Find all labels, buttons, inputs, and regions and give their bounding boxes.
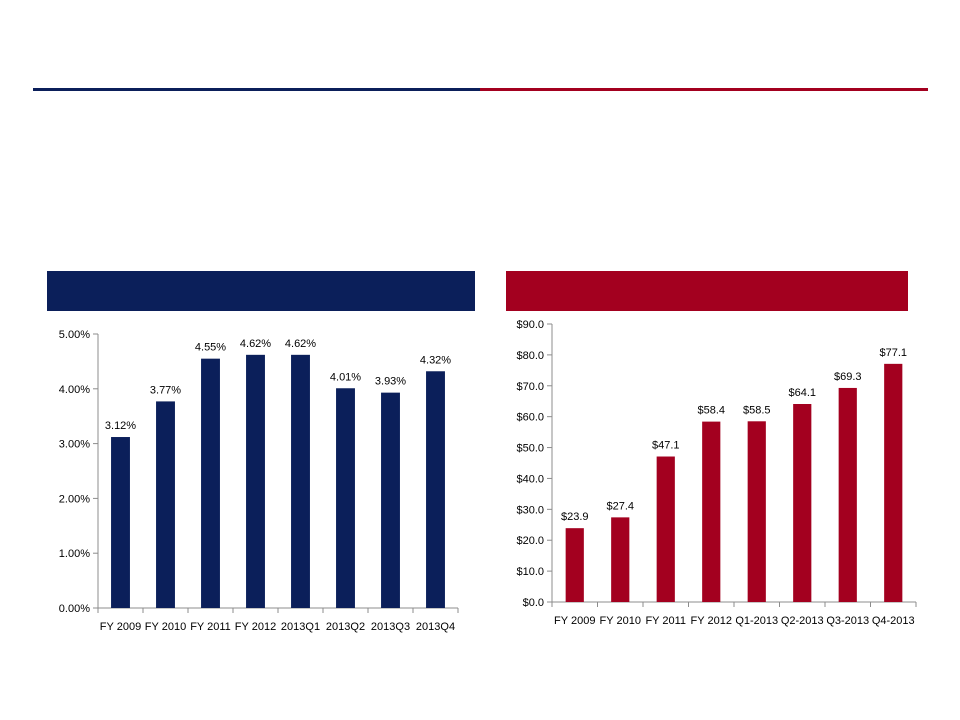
y-tick-label: 5.00% — [59, 329, 90, 341]
x-tick-label: 2013Q3 — [371, 621, 410, 633]
data-label: $69.3 — [834, 371, 862, 383]
y-tick-label: 3.00% — [59, 439, 90, 451]
bar — [336, 388, 355, 608]
left-chart-banner — [47, 271, 475, 311]
y-tick-label: $80.0 — [516, 350, 544, 362]
bar — [838, 387, 857, 602]
bar — [793, 404, 812, 602]
bar — [611, 517, 630, 602]
data-label: $58.5 — [743, 404, 771, 416]
x-tick-label: Q2-2013 — [781, 615, 824, 627]
y-tick-label: 4.00% — [59, 384, 90, 396]
bar — [747, 421, 766, 602]
data-label: $23.9 — [561, 511, 589, 523]
data-label: 4.62% — [240, 338, 271, 350]
data-label: 4.55% — [195, 342, 226, 354]
bar — [201, 358, 220, 608]
x-tick-label: 2013Q4 — [416, 621, 455, 633]
bar — [111, 437, 130, 608]
data-label: $77.1 — [879, 347, 907, 359]
y-tick-label: $90.0 — [516, 319, 544, 331]
bar — [381, 392, 400, 608]
y-tick-label: $40.0 — [516, 473, 544, 485]
bar — [426, 371, 445, 608]
x-tick-label: Q4-2013 — [872, 615, 915, 627]
right-chart-banner — [506, 271, 908, 311]
y-tick-label: $60.0 — [516, 412, 544, 424]
y-tick-label: 2.00% — [59, 493, 90, 505]
right-bar-chart: $0.0 $10.0 $20.0 $30.0 $40.0 $50.0 $60.0 $70.0 $… — [516, 319, 917, 627]
data-label: 4.62% — [285, 338, 316, 350]
data-label: 3.93% — [375, 376, 406, 388]
header-rule-right — [480, 88, 928, 91]
x-tick-label: Q1-2013 — [735, 615, 778, 627]
x-tick-label: FY 2010 — [145, 621, 186, 633]
data-label: $47.1 — [652, 440, 680, 452]
x-tick-label: FY 2012 — [235, 621, 276, 633]
x-tick-label: FY 2011 — [645, 615, 686, 627]
bar — [291, 354, 310, 608]
x-tick-label: FY 2012 — [691, 615, 732, 627]
x-tick-label: 2013Q1 — [281, 621, 320, 633]
data-label: 3.77% — [150, 384, 181, 396]
y-tick-label: 0.00% — [59, 603, 90, 615]
bar — [884, 363, 903, 602]
data-label: 4.32% — [420, 354, 451, 366]
y-tick-label: $50.0 — [516, 443, 544, 455]
data-label: 4.01% — [330, 371, 361, 383]
y-tick-label: $20.0 — [516, 535, 544, 547]
y-tick-label: 1.00% — [59, 548, 90, 560]
data-label: $64.1 — [788, 387, 816, 399]
y-tick-label: $30.0 — [516, 504, 544, 516]
x-tick-label: FY 2010 — [600, 615, 641, 627]
y-tick-label: $10.0 — [516, 566, 544, 578]
data-label: 3.12% — [105, 420, 136, 432]
bar — [246, 354, 265, 608]
y-tick-label: $70.0 — [516, 381, 544, 393]
x-tick-label: FY 2009 — [100, 621, 141, 633]
bar — [565, 528, 584, 602]
data-label: $27.4 — [606, 500, 634, 512]
data-label: $58.4 — [697, 405, 725, 417]
x-tick-label: FY 2011 — [190, 621, 231, 633]
left-bar-chart: 0.00% 1.00% 2.00% 3.00% 4.00% 5.00% 3.12% FY 20… — [59, 329, 459, 633]
bar — [156, 401, 175, 608]
x-tick-label: FY 2009 — [554, 615, 595, 627]
y-tick-label: $0.0 — [523, 597, 544, 609]
header-rule-left — [33, 88, 480, 91]
bar — [702, 421, 721, 602]
x-tick-label: Q3-2013 — [826, 615, 869, 627]
x-tick-label: 2013Q2 — [326, 621, 365, 633]
bar — [656, 456, 675, 602]
